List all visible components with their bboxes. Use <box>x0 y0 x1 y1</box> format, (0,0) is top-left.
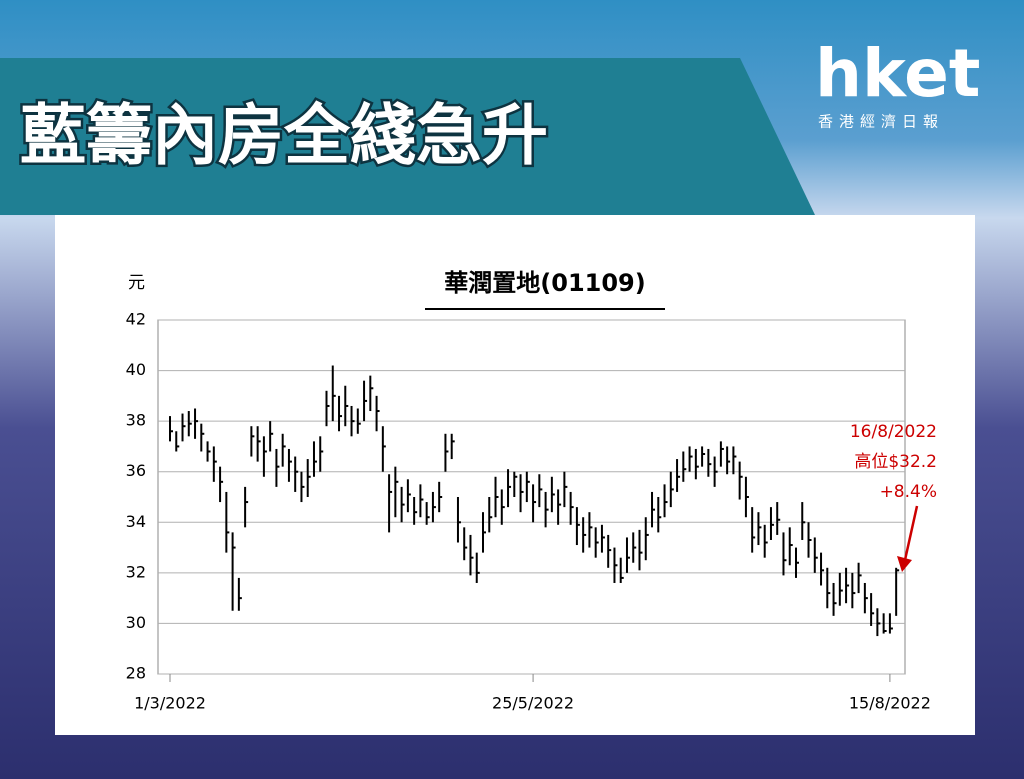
title-banner <box>0 58 815 215</box>
y-tick-label: 40 <box>126 360 146 379</box>
chart-title: 華潤置地(01109) <box>444 269 645 297</box>
y-tick-label: 32 <box>126 562 146 581</box>
y-tick-label: 34 <box>126 512 146 531</box>
y-tick-label: 36 <box>126 461 146 480</box>
page-title: 藍籌內房全綫急升 <box>20 97 548 174</box>
x-tick-label: 1/3/2022 <box>134 694 206 713</box>
y-tick-label: 42 <box>126 310 146 329</box>
logo-subtitle: 香港經濟日報 <box>818 113 944 131</box>
y-tick-label: 38 <box>126 411 146 430</box>
x-tick-label: 15/8/2022 <box>849 694 931 713</box>
logo: hket <box>815 35 980 112</box>
annotation-arrow <box>903 505 919 561</box>
arrow-head <box>897 556 912 572</box>
annotation: 高位$32.2 <box>854 452 937 472</box>
x-tick-label: 25/5/2022 <box>492 694 574 713</box>
annotation: +8.4% <box>880 482 937 502</box>
y-tick-label: 28 <box>126 664 146 683</box>
y-tick-label: 30 <box>126 613 146 632</box>
y-axis-label: 元 <box>128 273 145 293</box>
annotation: 16/8/2022 <box>850 422 937 442</box>
